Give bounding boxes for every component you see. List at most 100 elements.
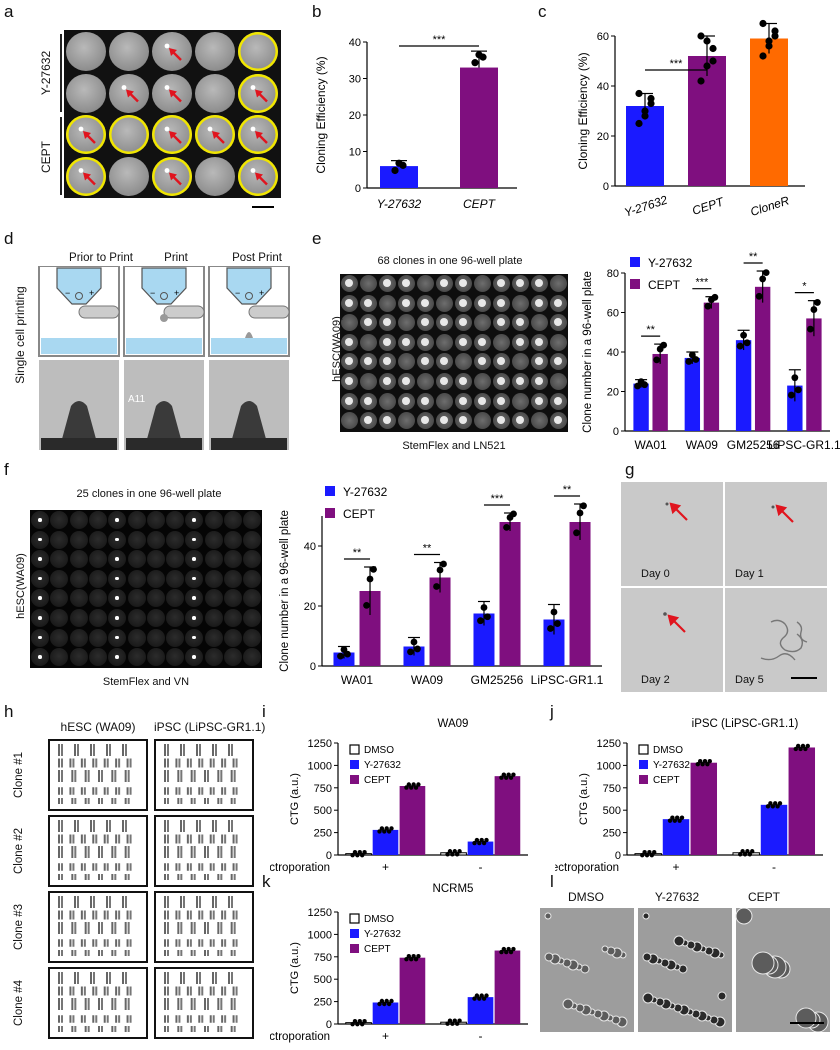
data-point	[352, 1018, 358, 1024]
culture-well	[109, 156, 149, 196]
colony	[383, 318, 391, 327]
colony	[421, 318, 429, 327]
chromosome	[84, 1026, 87, 1032]
chromosome	[114, 770, 117, 782]
data-point	[450, 852, 455, 857]
plate-well	[417, 314, 434, 332]
chromosome	[190, 798, 193, 804]
data-point	[803, 746, 808, 752]
chromosome	[103, 910, 106, 920]
data-point	[416, 953, 421, 959]
colony	[497, 377, 505, 385]
chromosome	[114, 846, 117, 858]
panel-a-micrographs	[64, 30, 281, 198]
panel-letter-h: h	[4, 702, 14, 721]
y-tick-label: 40	[607, 347, 619, 359]
plate-well	[224, 569, 242, 588]
y-tick-label: 0	[603, 181, 609, 193]
chromosome	[118, 863, 121, 871]
plate-well	[146, 569, 165, 588]
chromosome	[80, 863, 83, 871]
chromosome	[125, 820, 127, 832]
chromosome	[167, 1015, 169, 1023]
chromosome	[186, 787, 189, 795]
chromosome	[115, 910, 118, 920]
chromosome	[69, 787, 72, 795]
plate-well	[550, 373, 567, 390]
data-point	[440, 560, 447, 568]
chromosome	[193, 770, 196, 782]
data-point	[447, 1018, 453, 1023]
chromosome	[126, 910, 129, 920]
plate-well	[204, 569, 223, 588]
chromosome	[127, 1026, 130, 1032]
plate-well	[204, 530, 223, 549]
colony	[364, 396, 372, 405]
cell	[642, 992, 654, 1004]
colony	[115, 576, 119, 581]
chromosome	[77, 972, 79, 984]
plate-well	[436, 314, 453, 332]
chromosome	[84, 950, 87, 956]
bar-cept	[688, 56, 726, 186]
data-point	[745, 849, 750, 854]
chromosome	[232, 939, 235, 947]
chromosome	[87, 922, 90, 934]
chromosome	[80, 787, 83, 795]
data-point	[511, 946, 516, 952]
chromosome	[106, 787, 109, 795]
data-point	[457, 1018, 462, 1023]
data-point	[573, 529, 580, 537]
colony	[440, 416, 448, 425]
chart-b: 0 10 20 30 40 Cloning Efficiency (%) Y-27632 CE…	[314, 34, 517, 211]
chromosome	[84, 874, 87, 880]
chromosome	[231, 744, 233, 756]
chromosome	[72, 939, 75, 947]
data-point	[677, 818, 682, 823]
plate-well	[88, 511, 107, 529]
colony	[38, 655, 42, 659]
colony	[38, 596, 42, 600]
chromosome	[122, 972, 124, 984]
chromosome	[164, 1015, 166, 1023]
chromosome	[98, 798, 100, 804]
y-tick-label: 1250	[597, 738, 621, 750]
chromosome	[114, 922, 117, 934]
chromosome	[72, 910, 75, 920]
panel-a-bracket-y	[60, 34, 62, 112]
chromosome	[233, 1026, 236, 1032]
data-point	[660, 341, 668, 349]
cell	[642, 912, 650, 920]
plus-sign: +	[89, 288, 94, 298]
chromosome	[61, 998, 63, 1010]
chromosome	[87, 1026, 90, 1032]
chromosome	[101, 798, 103, 804]
plate-well	[341, 412, 358, 430]
colony	[364, 357, 372, 366]
data-point	[370, 566, 377, 573]
chromosome	[61, 922, 63, 934]
chromosome	[127, 922, 130, 934]
data-point	[653, 356, 661, 364]
culture-well	[238, 32, 278, 71]
chromosome	[201, 787, 204, 795]
chromosome	[186, 758, 189, 768]
plate-well	[108, 628, 127, 647]
chromosome	[189, 910, 192, 920]
colony	[440, 357, 448, 366]
chromosome	[92, 986, 95, 996]
plate-well	[455, 275, 472, 292]
data-point	[771, 32, 779, 40]
y-tick-label: 1250	[308, 738, 332, 750]
plate-well	[31, 530, 49, 549]
chromosome	[204, 770, 206, 782]
chromosome	[61, 846, 63, 858]
significance-label: **	[563, 484, 572, 496]
colony	[440, 318, 448, 327]
data-point	[481, 840, 487, 846]
chromosome	[180, 846, 183, 858]
plate-well	[493, 412, 510, 430]
plate-well	[417, 373, 434, 390]
micrograph-label-dmso: DMSO	[568, 890, 604, 904]
chromosome	[230, 798, 233, 804]
